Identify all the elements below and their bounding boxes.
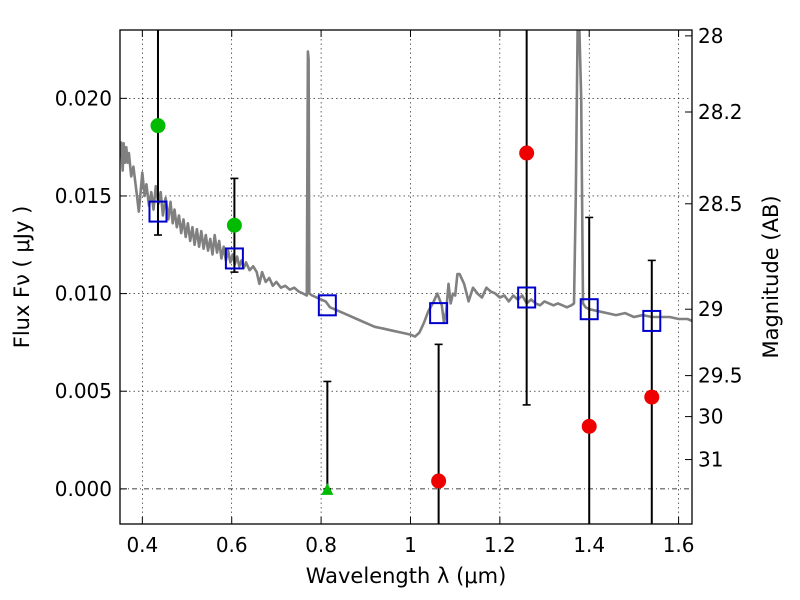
grid-lines <box>120 30 692 524</box>
x-axis-title: Wavelength λ (μm) <box>306 564 507 588</box>
y2-tick-label: 28.5 <box>698 192 743 216</box>
x-tick-label: 1.4 <box>573 533 605 557</box>
y-tick-label: 0.000 <box>55 477 112 501</box>
x-ticks: 0.4 0.6 0.8 1 1.2 1.4 1.6 <box>126 30 695 557</box>
model-photometry-square <box>429 302 449 325</box>
y2-tick-label: 29 <box>698 297 723 321</box>
x-tick-label: 1.6 <box>663 533 695 557</box>
x-tick-label: 0.8 <box>305 533 337 557</box>
y2-ticks: 28 28.2 28.5 29 29.5 30 31 <box>685 24 743 472</box>
y2-tick-label: 28.2 <box>698 100 743 124</box>
y2-axis-title: Magnitude (AB) <box>759 195 783 358</box>
x-tick-label: 0.4 <box>126 533 158 557</box>
model-photometry-square <box>148 200 168 223</box>
y2-tick-label: 30 <box>698 405 723 429</box>
x-tick-label: 1 <box>404 533 417 557</box>
y-tick-label: 0.005 <box>55 379 112 403</box>
y-ticks: 0.000 0.005 0.010 0.015 0.020 <box>55 86 127 501</box>
y2-tick-label: 28 <box>698 24 723 48</box>
x-tick-label: 0.6 <box>216 533 248 557</box>
plot-frame <box>119 29 693 525</box>
model-photometry-square <box>642 309 662 332</box>
non-detection-point <box>431 473 447 489</box>
model-photometry-square <box>517 286 537 309</box>
x-tick-label: 1.2 <box>484 533 516 557</box>
y-tick-label: 0.020 <box>55 86 112 110</box>
sed-model-layer <box>120 30 692 338</box>
measured-points <box>150 118 660 495</box>
upper-limit-triangle <box>321 482 334 495</box>
model-photometry-square <box>579 298 599 321</box>
y-tick-label: 0.015 <box>55 184 112 208</box>
detection-point <box>150 118 166 134</box>
y-axis-title: Flux Fν ( μJy ) <box>10 206 34 349</box>
sed-model-line <box>120 30 692 338</box>
non-detection-point <box>581 418 597 434</box>
model-photometry-square <box>317 294 337 317</box>
y2-tick-label: 29.5 <box>698 364 743 388</box>
non-detection-point <box>644 389 660 405</box>
y-tick-label: 0.010 <box>55 282 112 306</box>
model-photometry-squares <box>148 200 662 332</box>
y2-tick-label: 31 <box>698 448 723 472</box>
detection-point <box>226 217 242 233</box>
non-detection-point <box>519 145 535 161</box>
model-photometry-square <box>224 247 244 270</box>
